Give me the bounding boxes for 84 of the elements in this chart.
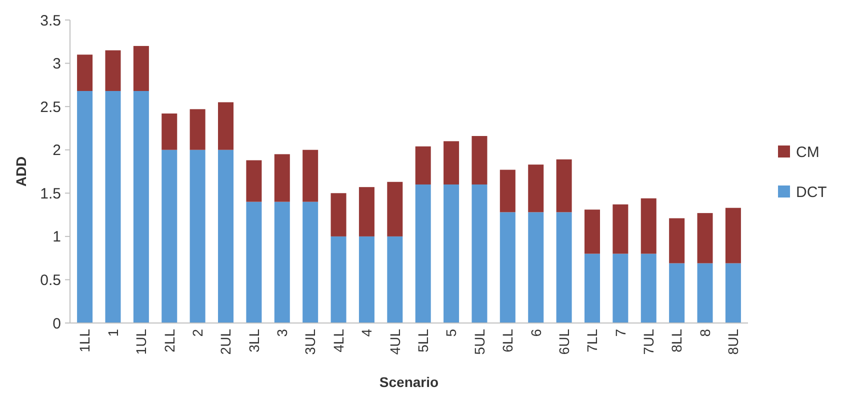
y-tick-label: 2.5 [40, 98, 61, 116]
x-tick-label: 4LL [330, 328, 346, 352]
bar [669, 263, 685, 323]
y-tick-label: 1.5 [40, 185, 61, 202]
x-tick-label: 1LL [76, 328, 93, 352]
bar [330, 193, 346, 236]
x-tick-label: 2 [189, 328, 206, 337]
bar [274, 154, 290, 202]
bar [218, 150, 234, 323]
bar [162, 113, 178, 150]
bar [105, 90, 121, 323]
x-tick-label: 1 [104, 328, 121, 337]
y-tick-label: 3.5 [40, 12, 61, 30]
x-tick-label: 3UL [302, 328, 318, 355]
legend-label: CM [796, 144, 820, 161]
x-tick-label: 8UL [725, 328, 742, 355]
bar [133, 46, 149, 91]
y-tick-label: 1 [52, 228, 61, 246]
bar [358, 236, 374, 323]
bar [472, 184, 488, 323]
x-tick-label: 6 [528, 328, 544, 337]
x-tick-label: 7UL [640, 328, 657, 355]
x-tick-label: 4UL [386, 328, 403, 355]
y-tick-label: 2 [52, 142, 61, 160]
bar [387, 182, 403, 236]
bar [246, 160, 262, 202]
bar [612, 254, 628, 323]
bar [190, 150, 206, 323]
x-tick-label: 5 [443, 328, 460, 337]
bar [77, 54, 93, 91]
x-tick-label: 6UL [556, 328, 572, 355]
bar [500, 212, 516, 323]
x-tick-label: 2LL [161, 328, 178, 352]
x-axis-title: Scenario [379, 374, 439, 390]
x-tick-label: 5UL [471, 328, 488, 355]
x-tick-label: 8LL [668, 328, 685, 352]
x-tick-label: 1UL [133, 328, 150, 355]
legend-label: DCT [796, 184, 827, 201]
y-tick-label: 0.5 [40, 272, 61, 289]
bar [640, 198, 656, 254]
bar [444, 141, 460, 184]
bar [274, 202, 290, 323]
bar [612, 204, 628, 254]
bar [669, 218, 685, 264]
bar [500, 170, 516, 212]
x-tick-label: 7LL [584, 328, 600, 352]
bar [556, 212, 572, 323]
bar [105, 50, 121, 91]
x-tick-label: 4 [358, 328, 375, 337]
y-tick-label: 3 [52, 56, 61, 73]
bar [302, 202, 318, 323]
bar [133, 90, 149, 323]
x-tick-label: 3 [274, 328, 290, 337]
x-tick-label: 3LL [246, 328, 262, 352]
x-tick-label: 6LL [500, 328, 516, 352]
bar [528, 212, 544, 323]
bar [218, 102, 234, 150]
bar [725, 263, 741, 323]
bar [330, 236, 346, 323]
x-tick-label: 7 [612, 328, 628, 337]
bar [584, 210, 600, 254]
bar [415, 184, 431, 323]
bar [640, 254, 656, 323]
x-tick-label: 8 [696, 328, 713, 337]
bar [387, 236, 403, 323]
x-tick-label: 5LL [414, 328, 431, 352]
x-tick-label: 2UL [218, 328, 234, 355]
bar [584, 254, 600, 323]
bar [444, 184, 460, 323]
bar [556, 159, 572, 212]
bar [190, 109, 206, 150]
bar [528, 164, 544, 212]
y-tick-label: 0 [52, 315, 61, 332]
bar [358, 187, 374, 236]
bar [302, 150, 318, 202]
bar [697, 213, 713, 264]
y-axis-title: ADD [13, 156, 29, 187]
bar [697, 263, 713, 323]
bar [415, 146, 431, 184]
bar [472, 136, 488, 184]
bar [162, 150, 178, 323]
bar [246, 202, 262, 323]
bar [77, 90, 93, 323]
bar [725, 208, 741, 264]
